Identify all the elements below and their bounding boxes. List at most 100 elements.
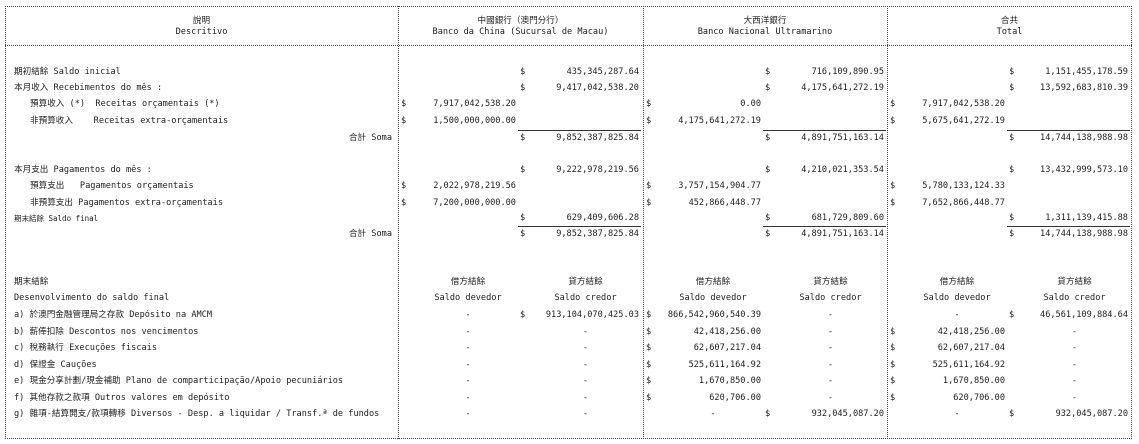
debit-dash: - [465,310,471,320]
amount-total: 7,652,866,448.77 [922,198,1005,208]
currency-sign: $ [520,133,526,143]
amount-total: 1,311,139,415.88 [1045,213,1128,223]
currency-sign: $ [401,116,407,126]
currency-sign: $ [520,213,526,223]
currency-sign: $ [1009,165,1015,175]
amount-total: 5,675,641,272.19 [922,116,1005,126]
credit-dash: - [827,326,834,337]
sum-underline [518,226,641,227]
amount-boc: 1,500,000,000.00 [433,116,516,126]
row-label: 本月支出 Pagamentos do mês : [14,165,152,175]
currency-sign: $ [520,165,526,175]
amount-bnu: 452,866,448.77 [688,198,761,208]
credit-header-pt: Saldo credor [554,293,617,303]
currency-sign: $ [1009,229,1015,239]
currency-sign: $ [890,392,896,403]
amount-boc: 9,852,387,825.84 [556,229,639,239]
currency-sign: $ [765,229,771,239]
row-label: 期末結餘 Saldo final [14,214,99,223]
amount-bnu: 4,175,641,272.19 [801,83,884,93]
debit-dash: - [465,392,471,403]
amount-bnu: 0.00 [740,99,761,109]
sum-underline [763,226,886,227]
currency-sign: $ [1009,310,1015,320]
header-total: 合共 Total [887,16,1132,38]
currency-sign: $ [646,198,652,208]
statement-table [5,6,1132,439]
debit-amount-total: 62,607,217.04 [937,343,1005,353]
currency-sign: $ [765,213,771,223]
debit-amount-bnu: 525,611,164.92 [688,359,761,370]
amount-bnu: 3,757,154,904.77 [678,181,761,191]
balance-row-label: e) 現金分享計劃/現金補助 Plano de comparticipação/… [14,376,344,386]
credit-dash: - [582,359,589,370]
credit-dash: - [827,359,834,370]
currency-sign: $ [646,359,652,370]
currency-sign: $ [890,181,896,191]
debit-amount-bnu: 620,706.00 [709,392,761,403]
header-divider [5,45,1132,46]
header-bnu: 大西洋銀行 Banco Nacional Ultramarino [643,16,887,38]
row-label: 非預算支出 Pagamentos extra-orçamentais [30,198,224,208]
balance-title-zh: 期末結餘 [14,277,49,287]
header-boc-zh: 中國銀行（澳門分行） [477,16,564,26]
sum-underline [763,130,886,131]
credit-header-zh: 貸方結餘 [813,277,848,287]
currency-sign: $ [520,83,526,93]
amount-boc: 9,852,387,825.84 [556,133,639,143]
debit-dash: - [465,409,471,419]
currency-sign: $ [646,116,652,126]
row-label: 預算支出 Pagamentos orçamentais [30,181,194,191]
sum-underline [518,130,641,131]
amount-boc: 629,409,606.28 [566,213,639,223]
amount-bnu: 4,891,751,163.14 [801,133,884,143]
debit-amount-total: 620,706.00 [953,392,1005,403]
header-descritivo-pt: Descritivo [175,27,228,37]
currency-sign: $ [401,181,407,191]
currency-sign: $ [765,67,771,77]
credit-header-pt: Saldo credor [1043,293,1106,303]
credit-amount-total: 932,045,087.20 [1055,409,1128,419]
debit-amount-bnu: 866,542,960,540.39 [667,310,761,320]
credit-amount-total: 46,561,109,884.64 [1040,310,1128,320]
currency-sign: $ [646,343,652,353]
amount-bnu: 681,729,809.60 [811,213,884,223]
amount-boc: 2,022,978,219.56 [433,181,516,191]
currency-sign: $ [890,116,896,126]
currency-sign: $ [1009,213,1015,223]
currency-sign: $ [765,133,771,143]
sum-underline [1007,130,1130,131]
credit-amount-bnu: 932,045,087.20 [811,409,884,419]
debit-amount-bnu: 42,418,256.00 [693,326,761,337]
header-total-pt: Total [996,27,1023,37]
credit-amount-boc: 913,104,070,425.03 [545,310,639,320]
credit-dash: - [1071,326,1078,337]
amount-bnu: 4,175,641,272.19 [678,116,761,126]
credit-dash: - [827,343,834,353]
debit-dash: - [465,359,471,370]
credit-dash: - [1071,359,1078,370]
currency-sign: $ [520,67,526,77]
balance-row-label: g) 雜項-結算開支/款項轉移 Diversos - Desp. a liqui… [14,409,380,419]
currency-sign: $ [646,326,652,337]
currency-sign: $ [646,376,652,386]
currency-sign: $ [890,326,896,337]
currency-sign: $ [1009,409,1015,419]
amount-bnu: 716,109,890.95 [811,67,884,77]
currency-sign: $ [646,392,652,403]
debit-amount-total: 42,418,256.00 [937,326,1005,337]
currency-sign: $ [765,83,771,93]
amount-boc: 7,917,042,538.20 [433,99,516,109]
debit-dash: - [710,409,716,419]
amount-total: 1,151,455,178.59 [1045,67,1128,77]
amount-boc: 9,222,978,219.56 [556,165,639,175]
currency-sign: $ [1009,133,1015,143]
credit-dash: - [827,310,834,320]
debit-header-zh: 借方結餘 [939,277,975,287]
amount-total: 13,432,999,573.10 [1040,165,1128,175]
header-total-zh: 合共 [1000,16,1019,26]
currency-sign: $ [401,99,407,109]
credit-dash: - [582,326,589,337]
currency-sign: $ [646,181,652,191]
debit-dash: - [465,343,471,353]
